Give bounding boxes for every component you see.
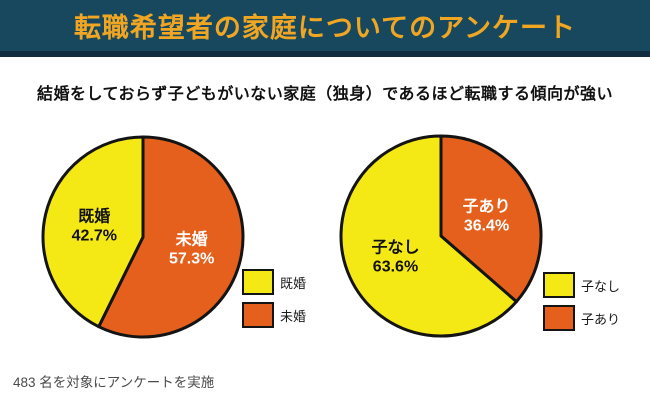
legend-swatch-marital-status-0 — [242, 269, 274, 295]
legend-label-children-status-1: 子あり — [581, 311, 621, 327]
legend-label-children-status-0: 子なし — [581, 278, 621, 294]
pie-slice-label-marital-status-1: 既婚 42.7% — [72, 207, 117, 245]
legend-item-marital-status-0: 既婚 — [242, 269, 306, 295]
legend-item-marital-status-1: 未婚 — [242, 302, 306, 328]
legend-item-children-status-1: 子あり — [543, 305, 620, 331]
survey-sample-note: 483 名を対象にアンケートを実施 — [13, 375, 215, 390]
legend-label-marital-status-1: 未婚 — [280, 308, 307, 324]
pie-chart-marital-status: 未婚 57.3% 既婚 42.7% — [41, 135, 245, 339]
legend-label-marital-status-0: 既婚 — [280, 275, 307, 291]
legend-item-children-status-0: 子なし — [543, 272, 620, 298]
pie-chart-children-status: 子あり 36.4% 子なし 63.6% — [339, 134, 543, 338]
pie-slice-marital-status-0 — [97, 135, 245, 339]
legend-marital-status: 既婚 未婚 — [242, 269, 306, 328]
title-banner: 転職希望者の家庭についてのアンケート — [0, 0, 650, 57]
pie-slice-label-children-status-1: 子なし 63.6% — [371, 239, 419, 276]
pie-slice-children-status-0 — [439, 134, 543, 304]
legend-swatch-children-status-1 — [543, 305, 575, 331]
legend-swatch-marital-status-1 — [242, 302, 274, 328]
pie-slice-label-marital-status-0: 未婚 57.3% — [169, 229, 214, 267]
legend-children-status: 子なし 子あり — [543, 272, 620, 331]
page-title: 転職希望者の家庭についてのアンケート — [73, 13, 577, 43]
pie-slice-marital-status-1 — [41, 135, 145, 329]
pie-slice-label-children-status-0: 子あり 36.4% — [462, 197, 510, 234]
subtitle-text: 結婚をしておらず子どもがいない家庭（独身）であるほど転職する傾向が強い — [36, 86, 614, 103]
legend-swatch-children-status-0 — [543, 272, 575, 298]
pie-slice-children-status-1 — [339, 134, 518, 338]
